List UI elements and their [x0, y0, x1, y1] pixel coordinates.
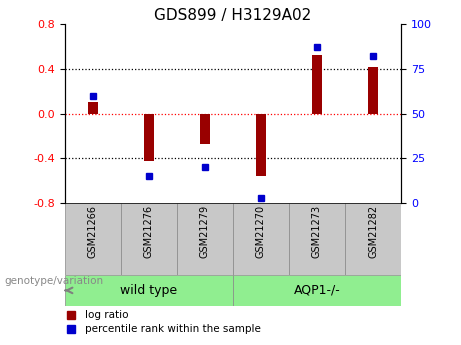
- Bar: [88, 102, 98, 114]
- Bar: [345, 203, 401, 275]
- Bar: [233, 203, 289, 275]
- Bar: [312, 56, 322, 114]
- Bar: [289, 203, 345, 275]
- Bar: [177, 203, 233, 275]
- Text: GSM21270: GSM21270: [256, 205, 266, 258]
- Title: GDS899 / H3129A02: GDS899 / H3129A02: [154, 8, 312, 23]
- Text: AQP1-/-: AQP1-/-: [294, 284, 340, 297]
- Bar: [256, 114, 266, 176]
- Text: percentile rank within the sample: percentile rank within the sample: [85, 324, 260, 334]
- Bar: [368, 67, 378, 114]
- Bar: [233, 275, 401, 306]
- Text: GSM21266: GSM21266: [88, 205, 98, 258]
- Bar: [121, 203, 177, 275]
- Bar: [65, 275, 233, 306]
- Text: wild type: wild type: [120, 284, 177, 297]
- Bar: [200, 114, 210, 144]
- Text: genotype/variation: genotype/variation: [5, 276, 104, 286]
- Text: GSM21276: GSM21276: [144, 205, 154, 258]
- Text: GSM21279: GSM21279: [200, 205, 210, 258]
- Text: GSM21273: GSM21273: [312, 205, 322, 258]
- Text: GSM21282: GSM21282: [368, 205, 378, 258]
- Text: log ratio: log ratio: [85, 310, 128, 320]
- Bar: [65, 203, 121, 275]
- Bar: [144, 114, 154, 160]
